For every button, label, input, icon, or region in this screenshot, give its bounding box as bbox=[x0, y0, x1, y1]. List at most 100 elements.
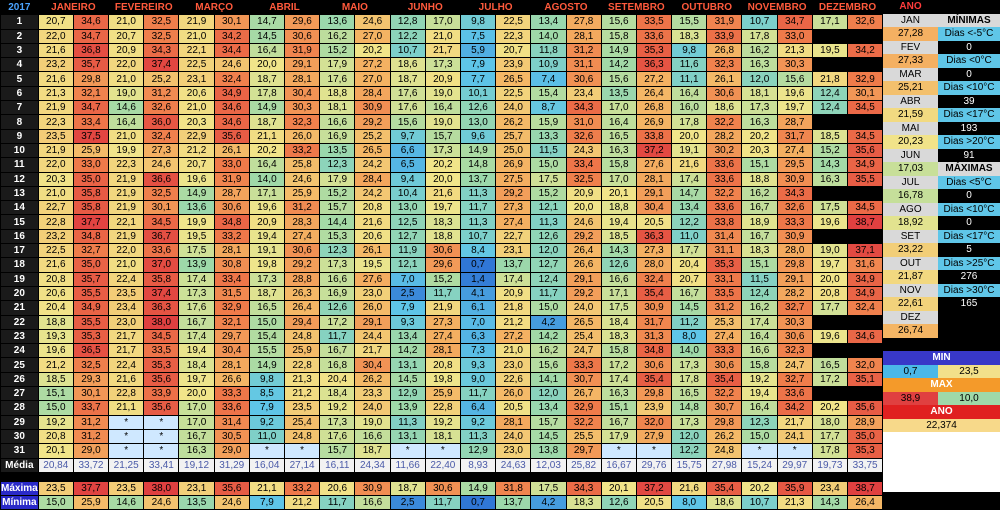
temperature-cell: 13,7 bbox=[459, 171, 497, 187]
mean-row-cell: 12,03 bbox=[530, 457, 567, 473]
temperature-cell: 18,7 bbox=[389, 71, 426, 87]
temperature-cell: 30,6 bbox=[283, 28, 321, 44]
temperature-cell: 27,5 bbox=[495, 171, 532, 187]
max-row-cell: 38,0 bbox=[143, 480, 180, 497]
side-row-b: Dias <10°C bbox=[938, 81, 1000, 95]
temperature-cell: 17,5 bbox=[811, 200, 849, 216]
temperature-cell: 30,1 bbox=[143, 200, 180, 216]
min-row-cell: 24,6 bbox=[213, 495, 250, 510]
temperature-cell: 33,6 bbox=[776, 386, 813, 402]
temperature-cell: 32,6 bbox=[565, 128, 602, 144]
temperature-cell: 20,9 bbox=[248, 214, 286, 230]
temperature-cell: 19,0 bbox=[424, 85, 461, 102]
side-row-a: 22,61 bbox=[883, 297, 938, 311]
temperature-cell: 26,1 bbox=[354, 243, 391, 259]
temperature-cell: 26,6 bbox=[213, 371, 250, 388]
month-header: MARÇO bbox=[178, 0, 250, 16]
temperature-cell: 17,6 bbox=[389, 100, 426, 116]
temperature-cell: 26,2 bbox=[495, 114, 532, 130]
temperature-cell: 36,6 bbox=[143, 171, 180, 187]
temperature-cell: 20,2 bbox=[811, 400, 849, 416]
temperature-cell: 17,9 bbox=[319, 57, 356, 73]
temperature-cell: 7,4 bbox=[530, 71, 567, 87]
temperature-cell: 15,0 bbox=[530, 300, 567, 316]
table-row: 5 21,6 29,8 21,0 25,2 23,1 32,4 18,7 28,1 17,6 27,… bbox=[0, 71, 884, 87]
temperature-cell: 18,7 bbox=[248, 285, 286, 302]
temperature-cell: 18,7 bbox=[248, 71, 286, 87]
temperature-cell: 11,5 bbox=[741, 271, 778, 287]
temperature-cell: 33,5 bbox=[635, 14, 673, 30]
side-row-a: 25,21 bbox=[883, 81, 938, 95]
temperature-cell: 31,7 bbox=[635, 314, 673, 330]
temperature-cell: 12,1 bbox=[389, 257, 426, 273]
side-title-a: ANO bbox=[883, 0, 938, 14]
temperature-cell: 22,6 bbox=[495, 371, 532, 388]
max-row-cell: 30,9 bbox=[354, 480, 391, 497]
max-row-cell: 23,1 bbox=[178, 480, 215, 497]
temperature-cell: 13,1 bbox=[389, 357, 426, 373]
day-number: 20 bbox=[0, 285, 39, 302]
mean-row-cell: 15,24 bbox=[741, 457, 778, 473]
temperature-cell: 9,4 bbox=[389, 171, 426, 187]
side-footer bbox=[883, 432, 1000, 492]
min-row-cell: 18,3 bbox=[565, 495, 602, 510]
temperature-cell: 29,2 bbox=[565, 228, 602, 245]
day-number: 5 bbox=[0, 71, 39, 87]
day-number: 22 bbox=[0, 314, 39, 330]
temperature-cell: 32,5 bbox=[143, 14, 180, 30]
temperature-cell: 26,8 bbox=[635, 100, 673, 116]
temperature-cell: 36,3 bbox=[143, 300, 180, 316]
year-label: 2017 bbox=[0, 0, 39, 16]
temperature-cell: 13,7 bbox=[495, 257, 532, 273]
temperature-cell: 16,7 bbox=[600, 414, 637, 430]
temperature-cell: 20,5 bbox=[495, 400, 532, 416]
side-row-b: 0 bbox=[938, 189, 1000, 203]
temperature-cell: 20,2 bbox=[354, 42, 391, 59]
temperature-cell: 32,6 bbox=[143, 100, 180, 116]
temperature-cell: 26,0 bbox=[495, 386, 532, 402]
side-row-a: 27,33 bbox=[883, 54, 938, 68]
temperature-cell: 9,8 bbox=[459, 14, 497, 30]
temperature-cell: * bbox=[424, 443, 461, 459]
temperature-cell: 16,7 bbox=[671, 285, 708, 302]
temperature-cell: 32,7 bbox=[776, 371, 813, 388]
temperature-cell: 30,6 bbox=[776, 328, 813, 345]
temperature-cell: 17,6 bbox=[319, 71, 356, 87]
temperature-cell: 17,4 bbox=[495, 271, 532, 287]
max-values-a: 38,9 bbox=[883, 391, 938, 405]
temperature-cell: 15,7 bbox=[424, 128, 461, 144]
temperature-cell: 12,7 bbox=[530, 257, 567, 273]
mean-row-cell: 24,63 bbox=[495, 457, 532, 473]
temperature-cell: 21,0 bbox=[37, 185, 74, 202]
temperature-cell: 21,8 bbox=[495, 300, 532, 316]
temperature-cell: 24,8 bbox=[706, 443, 743, 459]
temperature-cell: 24,7 bbox=[776, 357, 813, 373]
temperature-cell: 9,3 bbox=[459, 357, 497, 373]
temperature-cell: 10,7 bbox=[389, 42, 426, 59]
side-row-a: NOV bbox=[883, 283, 938, 297]
temperature-cell: 19,7 bbox=[424, 200, 461, 216]
temperature-cell: 21,0 bbox=[424, 28, 461, 44]
temperature-cell: 21,0 bbox=[108, 128, 145, 144]
temperature-cell: 26,4 bbox=[283, 300, 321, 316]
temperature-cell: 11,2 bbox=[671, 314, 708, 330]
temperature-cell: 21,6 bbox=[108, 371, 145, 388]
min-row-cell: 11,7 bbox=[319, 495, 356, 510]
max-row-cell: 35,6 bbox=[213, 480, 250, 497]
temperature-cell: 30,2 bbox=[706, 142, 743, 159]
temperature-cell: 9,3 bbox=[389, 314, 426, 330]
temperature-cell: 12,4 bbox=[741, 285, 778, 302]
temperature-cell: 13,6 bbox=[319, 14, 356, 30]
temperature-cell: 28,4 bbox=[354, 171, 391, 187]
side-title: ANO bbox=[883, 0, 1000, 14]
side-title-b bbox=[938, 0, 1000, 14]
temperature-cell: 16,6 bbox=[319, 114, 356, 130]
min-row-cell: 14,6 bbox=[108, 495, 145, 510]
temperature-cell: 18,3 bbox=[741, 243, 778, 259]
temperature-cell: 12,9 bbox=[389, 386, 426, 402]
temperature-cell: 20,2 bbox=[248, 142, 286, 159]
temperature-cell: * bbox=[600, 443, 637, 459]
temperature-cell: 30,9 bbox=[635, 300, 673, 316]
temperature-cell bbox=[846, 343, 884, 359]
temperature-cell: 32,2 bbox=[706, 185, 743, 202]
